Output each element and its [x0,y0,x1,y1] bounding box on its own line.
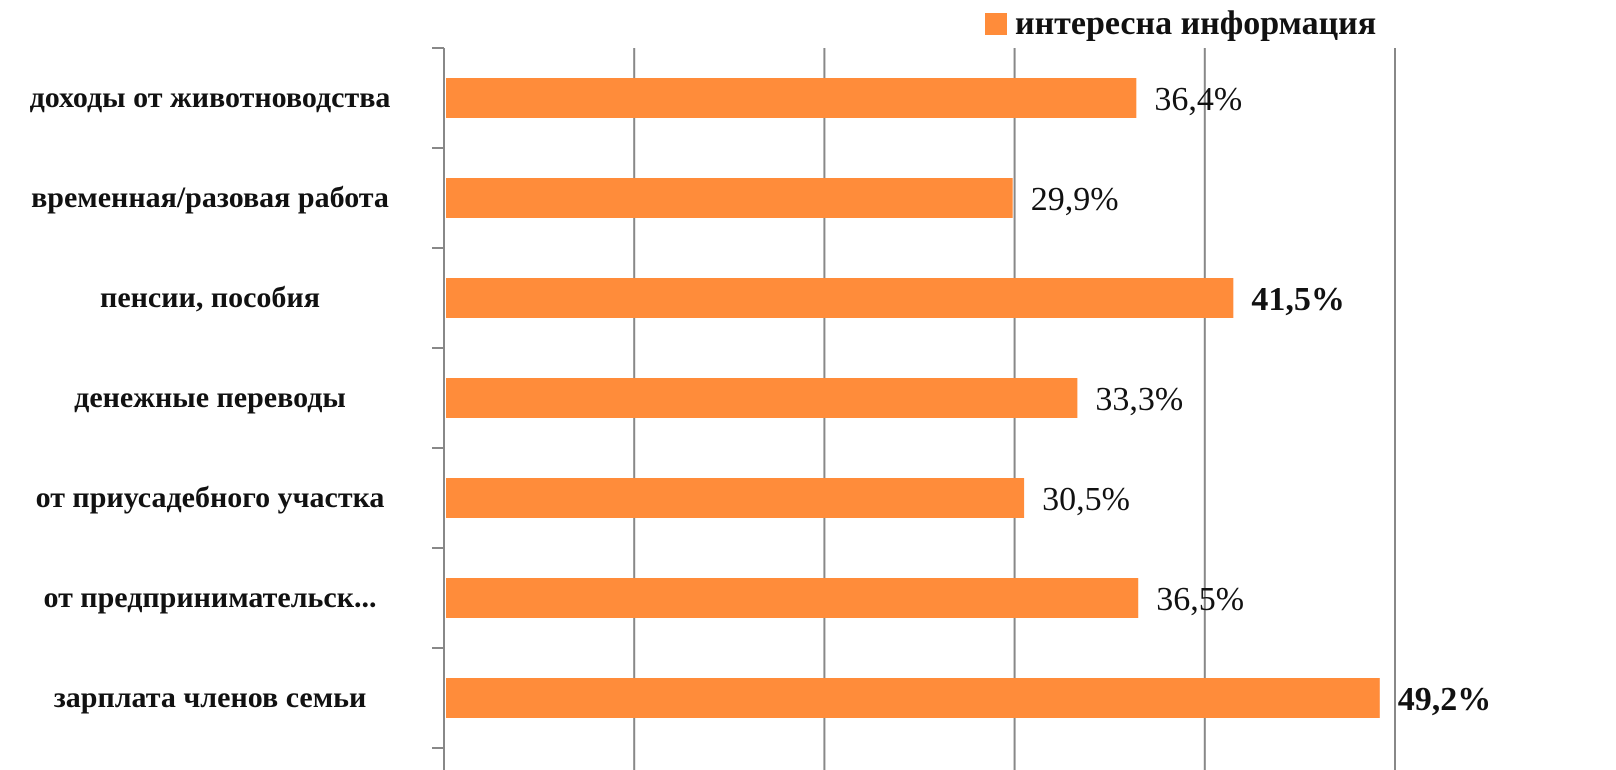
bar [446,78,1137,118]
legend-label: интересна информация [1015,5,1376,42]
value-label: 41,5% [1251,281,1345,318]
y-tick-label: доходы от животноводства [29,81,391,114]
value-label: 33,3% [1095,381,1183,418]
value-label: 36,5% [1156,581,1244,618]
value-label: 29,9% [1031,181,1119,218]
legend-swatch [985,13,1007,35]
y-tick-label: от предпринимательск... [43,581,377,614]
bar [446,178,1013,218]
bar [446,478,1025,518]
bar [446,578,1139,618]
y-tick-label: пенсии, пособия [100,281,320,314]
y-tick-label: от приусадебного участка [35,481,385,514]
bar [446,278,1234,318]
value-label: 49,2% [1398,681,1492,718]
value-label: 30,5% [1042,481,1130,518]
value-label: 36,4% [1154,81,1242,118]
bar [446,378,1078,418]
y-tick-label: денежные переводы [74,381,346,414]
bar [446,678,1380,718]
y-tick-label: временная/разовая работа [31,181,389,214]
y-tick-label: зарплата членов семьи [53,681,367,714]
